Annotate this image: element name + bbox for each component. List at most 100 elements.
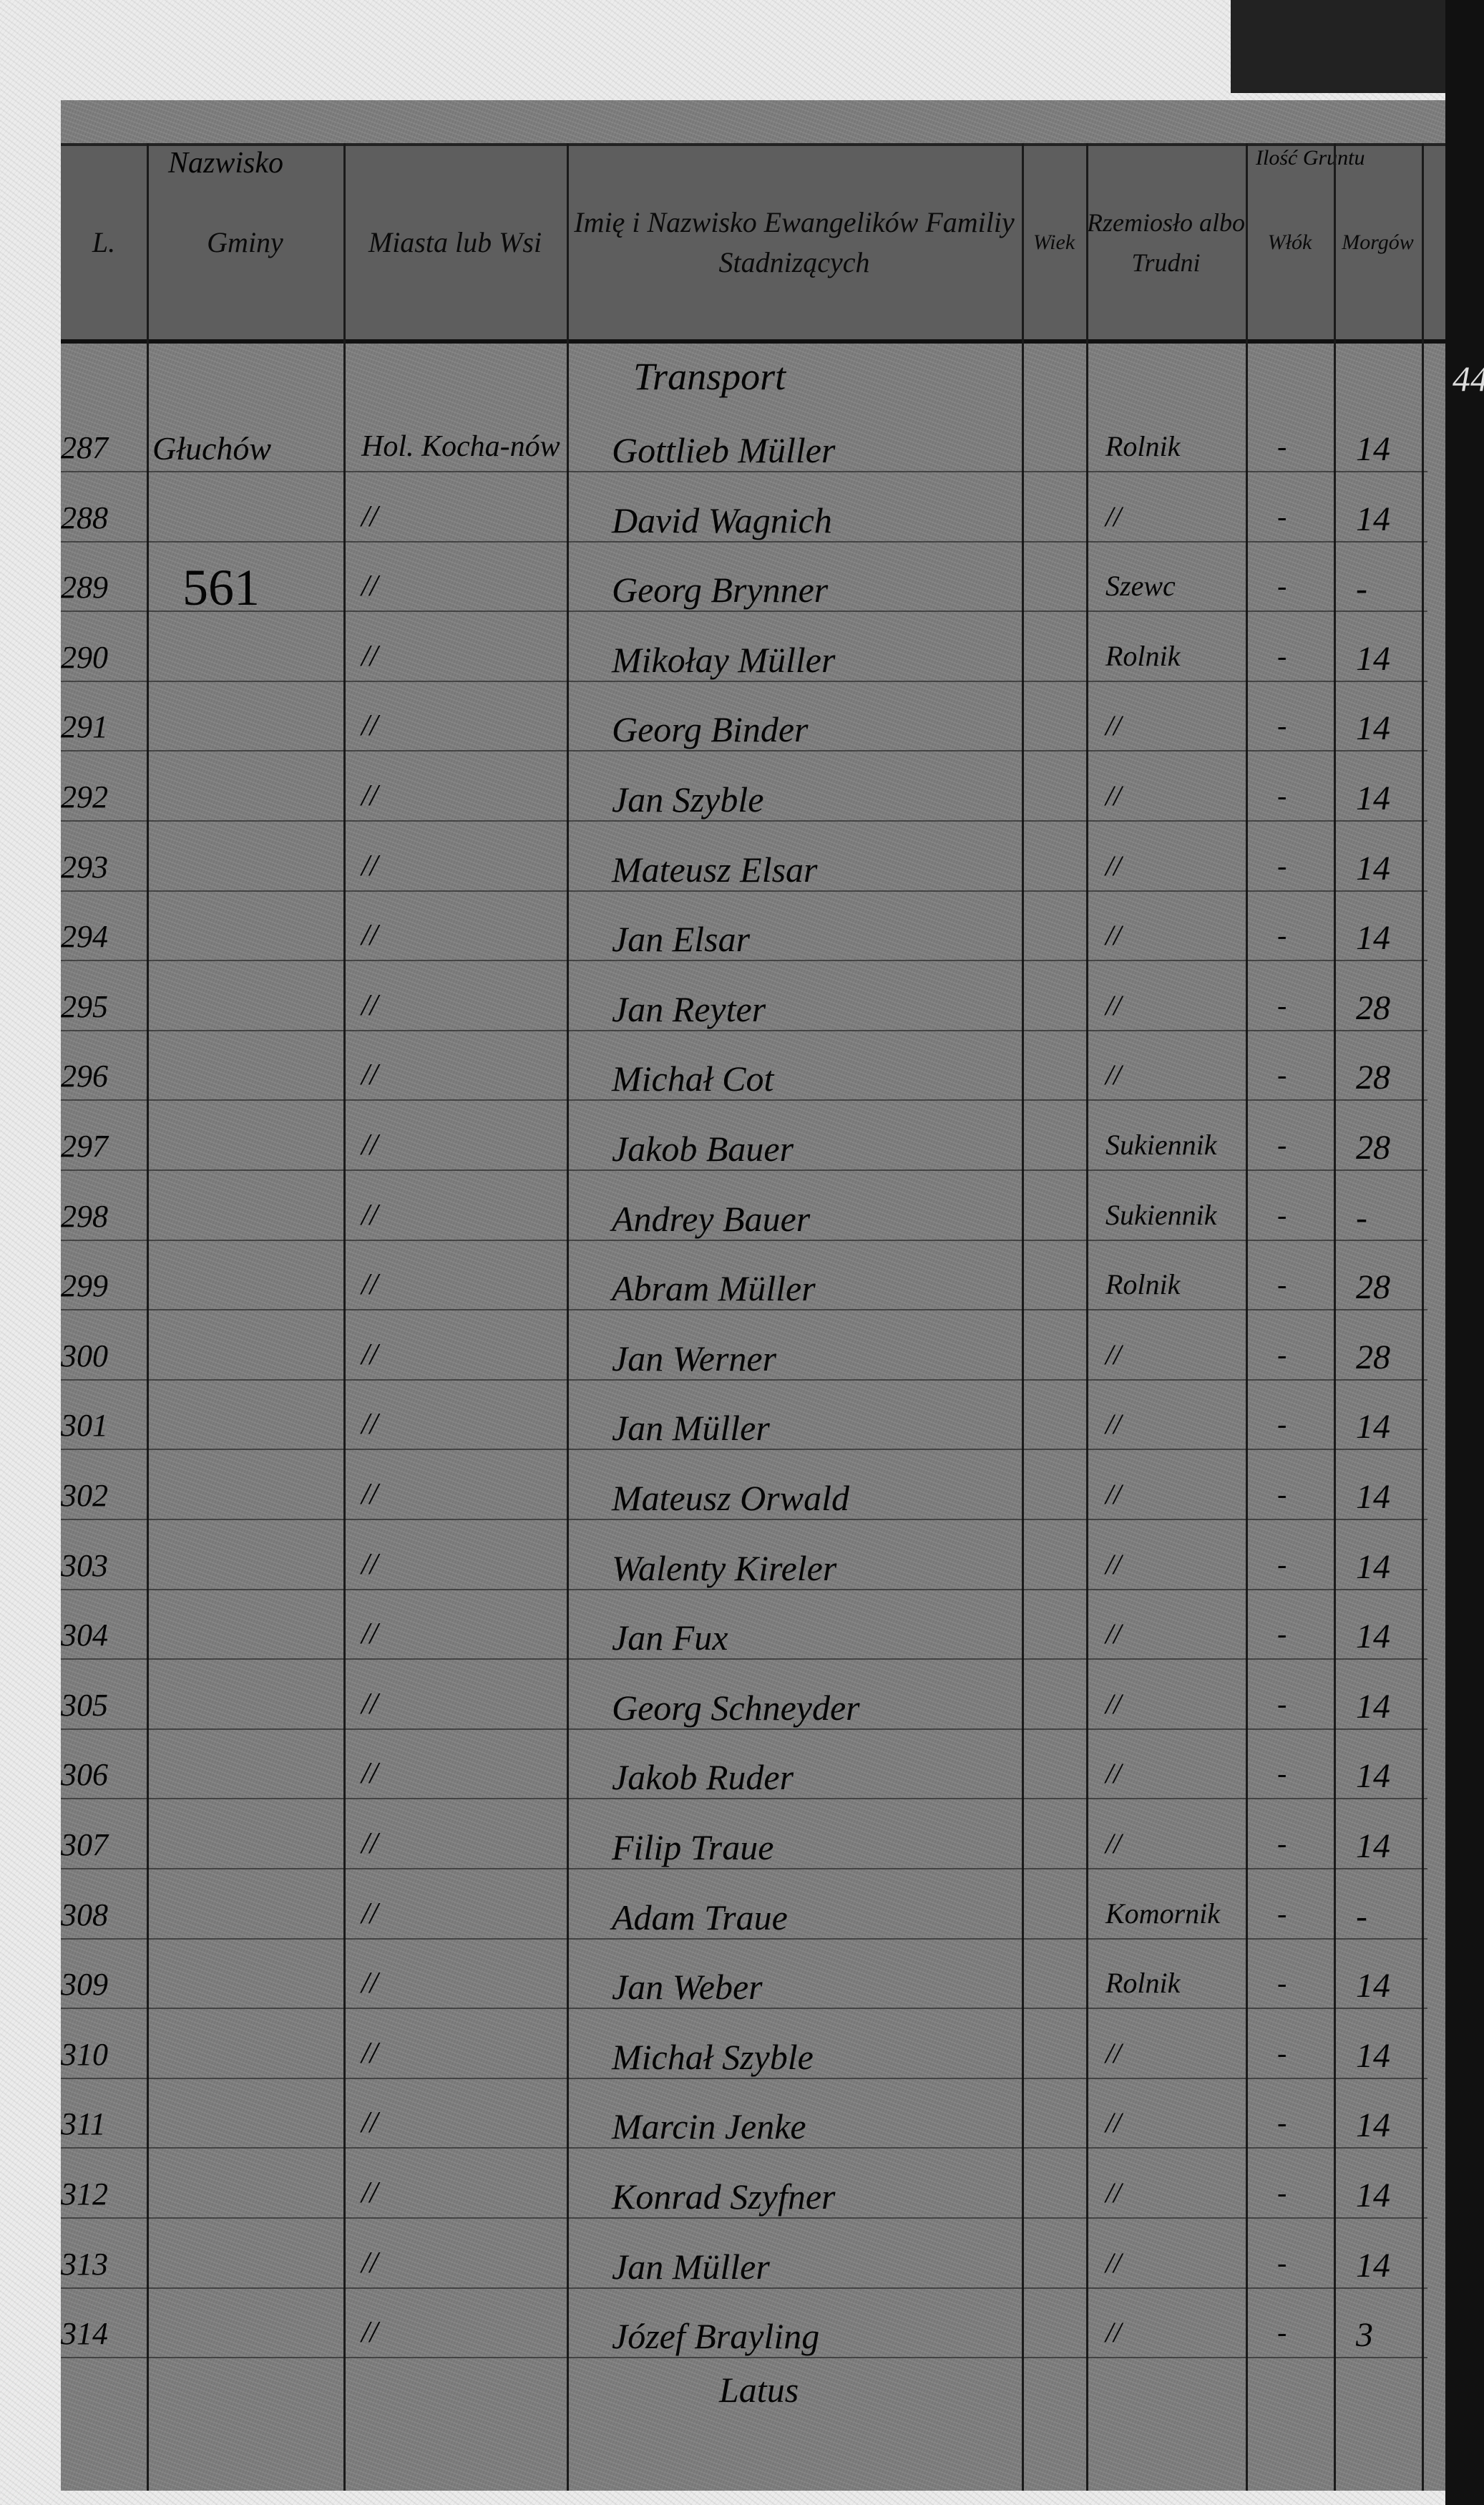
row-trade: // [1105, 1827, 1122, 1859]
row-number: 298 [61, 1198, 108, 1234]
row-rule [61, 2077, 1427, 2079]
row-number: 294 [61, 919, 108, 955]
row-name: Georg Brynner [612, 570, 829, 611]
row-rule [61, 820, 1427, 822]
row-rule [61, 2287, 1427, 2289]
row-miasto: // [361, 1198, 379, 1232]
row-miasto: // [361, 1967, 379, 2000]
row-trade: Rolnik [1105, 430, 1181, 462]
row-trade: // [1105, 1618, 1122, 1650]
row-wlok: - [1277, 1967, 1287, 2000]
row-miasto: // [361, 500, 379, 533]
row-wlok: - [1277, 2106, 1287, 2139]
row-number: 297 [61, 1129, 108, 1164]
row-rule [61, 1519, 1427, 1520]
row-wlok: - [1277, 709, 1287, 742]
row-morgi: - [1356, 1198, 1367, 1237]
row-morgi: - [1356, 570, 1367, 608]
row-number: 302 [61, 1478, 108, 1513]
row-rule [61, 2147, 1427, 2149]
row-name: Jan Weber [612, 1967, 763, 2008]
row-rule [61, 2008, 1427, 2010]
row-morgi: 28 [1356, 1059, 1390, 1097]
row-name: Jakob Bauer [612, 1129, 794, 1169]
row-trade: // [1105, 2106, 1122, 2139]
row-miasto: // [361, 1478, 379, 1511]
row-morgi: 14 [1356, 639, 1390, 678]
row-wlok: - [1277, 1478, 1287, 1510]
row-rule [61, 611, 1427, 613]
row-number: 307 [61, 1827, 108, 1862]
row-name: Adam Traue [612, 1897, 788, 1937]
row-miasto: // [361, 1618, 379, 1651]
row-trade: // [1105, 1478, 1122, 1510]
row-wlok: - [1277, 430, 1287, 462]
row-rule [61, 1309, 1427, 1311]
row-trade: // [1105, 1408, 1122, 1441]
column-divider [1086, 143, 1088, 2491]
row-wlok: - [1277, 1757, 1287, 1790]
row-name: Jan Müller [612, 1408, 770, 1449]
row-miasto: // [361, 2176, 379, 2209]
row-gmina: Głuchów [152, 430, 272, 467]
header-group-grunta: Ilość Gruntu [1256, 146, 1365, 170]
row-wlok: - [1277, 1618, 1287, 1650]
row-name: Konrad Szyfner [612, 2176, 836, 2217]
row-name: Józef Brayling [612, 2316, 820, 2357]
row-number: 300 [61, 1338, 108, 1373]
row-wlok: - [1277, 1547, 1287, 1580]
row-morgi: 14 [1356, 2246, 1390, 2285]
row-number: 292 [61, 779, 108, 814]
row-name: Andrey Bauer [612, 1198, 811, 1239]
register-page: L. Nazwisko Gminy Miasta lub Wsi Imię i … [61, 100, 1453, 2491]
row-morgi: 14 [1356, 849, 1390, 887]
row-rule [61, 1937, 1427, 1940]
row-rule [61, 1588, 1427, 1590]
row-wlok: - [1277, 849, 1287, 882]
row-trade: // [1105, 2246, 1122, 2279]
row-wlok: - [1277, 1338, 1287, 1371]
row-morgi: 14 [1356, 919, 1390, 958]
row-number: 306 [61, 1757, 108, 1793]
row-number: 304 [61, 1618, 108, 1653]
row-wlok: - [1277, 570, 1287, 603]
row-morgi: 14 [1356, 1687, 1390, 1726]
row-number: 293 [61, 849, 108, 885]
column-divider [1334, 143, 1336, 2491]
annotation-561: 561 [182, 559, 260, 616]
row-miasto: // [361, 2316, 379, 2350]
row-wlok: - [1277, 779, 1287, 812]
row-morgi: 14 [1356, 2106, 1390, 2145]
row-morgi: 14 [1356, 709, 1390, 748]
header-morgi: Morgów [1342, 230, 1414, 254]
header-rzemioslo: Rzemiosło albo Trudni [1087, 208, 1245, 277]
row-wlok: - [1277, 2246, 1287, 2279]
row-miasto: // [361, 2246, 379, 2280]
row-wlok: - [1277, 2316, 1287, 2349]
row-rule [61, 1868, 1427, 1869]
row-rule [61, 890, 1427, 892]
row-wlok: - [1277, 988, 1287, 1021]
row-name: Mikołay Müller [612, 639, 836, 680]
row-wlok: - [1277, 1827, 1287, 1859]
row-miasto: // [361, 1757, 379, 1791]
row-rule [61, 2217, 1427, 2219]
row-number: 309 [61, 1967, 108, 2003]
scan-dark-edge [1445, 0, 1484, 2505]
header-gmina: Gminy [207, 226, 283, 258]
side-number: 44 [1453, 359, 1484, 399]
row-trade: // [1105, 500, 1122, 532]
row-miasto: // [361, 779, 379, 812]
row-trade: Sukiennik [1105, 1129, 1217, 1161]
row-miasto: // [361, 2036, 379, 2070]
row-miasto: // [361, 1827, 379, 1860]
row-number: 290 [61, 639, 108, 675]
row-morgi: 14 [1356, 1827, 1390, 1865]
row-name: Abram Müller [612, 1268, 816, 1309]
row-name: Jan Fux [612, 1618, 728, 1658]
row-miasto: // [361, 1059, 379, 1092]
row-miasto: // [361, 919, 379, 953]
table-header: L. Nazwisko Gminy Miasta lub Wsi Imię i … [61, 143, 1449, 344]
row-wlok: - [1277, 1129, 1287, 1161]
row-number: 312 [61, 2176, 108, 2212]
